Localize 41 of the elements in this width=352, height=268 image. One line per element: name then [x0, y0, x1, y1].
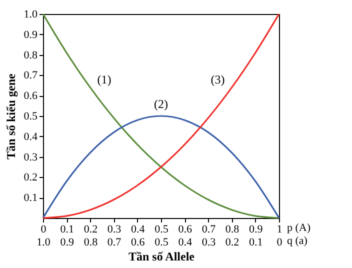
- x-tick-label: 1: [276, 224, 282, 236]
- x-tick-label: 0.3: [107, 224, 122, 236]
- x2-tick-label: 0.3: [202, 236, 216, 248]
- y-tick-label: 0.7: [24, 70, 38, 82]
- x2-tick-label: 0.2: [225, 236, 240, 248]
- line-series: [42, 13, 280, 219]
- y-axis-title: Tần số kiểu gene: [4, 72, 18, 160]
- series-label: (3): [210, 72, 225, 86]
- series-label: (2): [154, 97, 168, 111]
- series-label: (1): [97, 72, 112, 86]
- x-tick-label: 0.2: [84, 224, 98, 236]
- x2-tick-label: 0.1: [249, 236, 263, 248]
- x2-tick-label: 0.4: [178, 236, 192, 248]
- x2-tick-label: 0.5: [154, 236, 169, 248]
- x2-tick-label: 0.7: [107, 236, 122, 248]
- x-tick-label: 0.7: [202, 224, 216, 236]
- x-tick-label: 0.5: [154, 224, 169, 236]
- x-tick-label: 0: [40, 224, 47, 236]
- y-tick-label: 0.2: [24, 172, 38, 184]
- x-tick-label: 0.6: [178, 224, 192, 236]
- x-axis-title: Tần số Allele: [128, 250, 196, 264]
- y-tick-label: 0.3: [24, 151, 38, 164]
- text: p (A): [287, 222, 311, 234]
- x2-tick-label: 0.9: [60, 236, 74, 248]
- y-tick-label: 0.6: [24, 90, 38, 102]
- x-tick-label: 0.4: [131, 224, 146, 236]
- x2-tick-label: 1.0: [36, 236, 51, 248]
- y-tick-label: 0.5: [24, 110, 38, 122]
- x2-tick-label: 0.6: [131, 236, 146, 248]
- text: q (a): [287, 235, 308, 247]
- y-tick-label: 0.9: [24, 28, 38, 41]
- x-tick-label: 0.1: [60, 224, 74, 236]
- x2-tick-label: 0: [276, 236, 283, 248]
- y-tick-label: 1.0: [24, 8, 38, 20]
- y-tick-label: 0.4: [24, 130, 38, 143]
- line-series: [42, 115, 280, 219]
- x-tick-label: 0.9: [249, 224, 264, 236]
- x-tick-label: 0.8: [225, 224, 240, 236]
- y-tick-label: 0.8: [24, 49, 38, 62]
- y-tick-label: 0.1: [24, 192, 38, 204]
- x2-tick-label: 0.8: [84, 236, 98, 248]
